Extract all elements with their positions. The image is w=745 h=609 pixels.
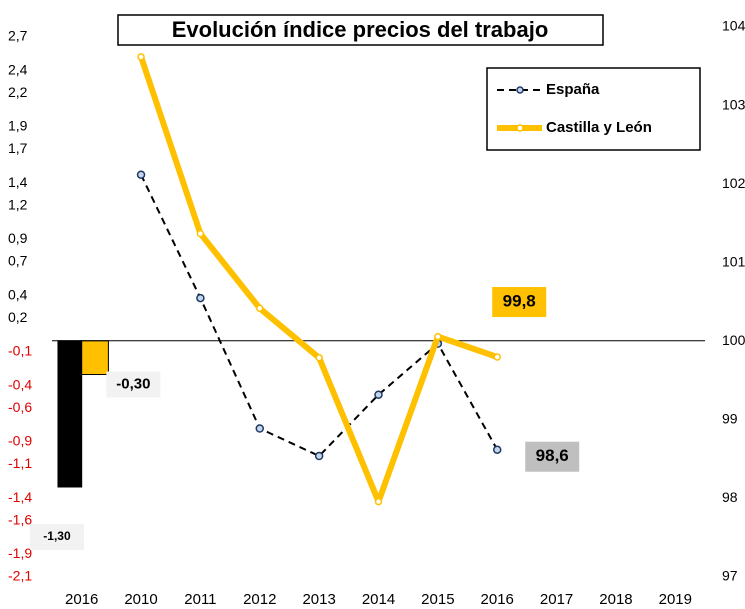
title-box bbox=[117, 14, 604, 46]
y-tick-label: 1,7 bbox=[8, 140, 28, 156]
y2-tick-label: 99 bbox=[722, 411, 738, 427]
y2-tick-label: 100 bbox=[722, 332, 745, 348]
point bbox=[137, 53, 145, 61]
legend-label: Castilla y León bbox=[546, 119, 652, 136]
point bbox=[493, 353, 501, 361]
x-tick-label: 2014 bbox=[362, 591, 395, 608]
y2-tick-label: 97 bbox=[722, 568, 738, 584]
legend-box bbox=[486, 67, 701, 151]
x-tick-label: 2017 bbox=[540, 591, 573, 608]
data-label-box bbox=[525, 441, 580, 472]
y2-tick-label: 104 bbox=[722, 18, 745, 34]
y-tick-label: 2,4 bbox=[8, 61, 28, 77]
data-label-box bbox=[492, 287, 547, 317]
point bbox=[374, 390, 383, 399]
y-tick-label: -0,1 bbox=[8, 343, 32, 359]
y-tick-label: -1,1 bbox=[8, 455, 32, 471]
data-label: 99,8 bbox=[503, 291, 536, 310]
data-label: -0,30 bbox=[116, 375, 150, 392]
legend-label: España bbox=[546, 81, 600, 98]
x-tick-label: 2013 bbox=[302, 591, 335, 608]
point bbox=[196, 293, 205, 303]
data-label: 98,6 bbox=[536, 446, 569, 465]
legend-marker bbox=[516, 124, 524, 132]
line bbox=[138, 55, 499, 505]
y-tick-label: 1,2 bbox=[8, 196, 28, 212]
x-tick-label: 2016 bbox=[481, 591, 514, 608]
y-tick-label: 0,7 bbox=[8, 253, 28, 269]
data-label: -1,30 bbox=[43, 529, 71, 543]
y2-tick-label: 101 bbox=[722, 253, 745, 269]
data-label-box bbox=[29, 524, 84, 550]
data-label-box bbox=[106, 371, 161, 398]
x-tick-label: 2016 bbox=[65, 591, 98, 608]
point bbox=[315, 354, 323, 362]
y2-tick-label: 98 bbox=[722, 489, 738, 505]
y2-tick-label: 102 bbox=[722, 175, 745, 191]
x-tick-label: 2011 bbox=[184, 591, 216, 608]
x-tick-label: 2018 bbox=[599, 591, 632, 608]
y-tick-label: -0,4 bbox=[8, 376, 32, 392]
y-tick-label: -1,6 bbox=[8, 511, 32, 527]
bar bbox=[81, 340, 109, 375]
point bbox=[136, 170, 146, 179]
x-tick-label: 2012 bbox=[243, 591, 276, 608]
y-tick-label: 2,2 bbox=[8, 84, 28, 100]
y-tick-label: 1,4 bbox=[8, 174, 28, 190]
y-tick-label: 2,7 bbox=[8, 28, 28, 44]
point bbox=[492, 445, 502, 454]
x-tick-label: 2019 bbox=[659, 591, 692, 608]
point bbox=[374, 497, 383, 506]
y-tick-label: 1,9 bbox=[8, 118, 28, 134]
point bbox=[196, 229, 205, 238]
x-tick-label: 2010 bbox=[124, 591, 157, 608]
y-tick-label: -1,9 bbox=[8, 545, 32, 561]
y-tick-label: -1,4 bbox=[8, 489, 32, 505]
point bbox=[256, 304, 264, 313]
y-tick-label: 0,4 bbox=[8, 286, 28, 302]
y-tick-label: -0,6 bbox=[8, 399, 32, 415]
chart-title: Evolución índice precios del trabajo bbox=[172, 17, 549, 42]
y-tick-label: 0,2 bbox=[8, 309, 28, 325]
point bbox=[255, 424, 265, 433]
y-tick-label: -2,1 bbox=[8, 568, 32, 584]
point bbox=[314, 451, 324, 461]
legend-marker bbox=[516, 86, 524, 94]
x-tick-label: 2015 bbox=[421, 591, 454, 608]
y2-tick-label: 103 bbox=[722, 96, 745, 112]
bar bbox=[57, 340, 83, 488]
point bbox=[434, 332, 442, 341]
y-tick-label: 0,9 bbox=[8, 230, 28, 246]
y-tick-label: -0,9 bbox=[8, 433, 32, 449]
